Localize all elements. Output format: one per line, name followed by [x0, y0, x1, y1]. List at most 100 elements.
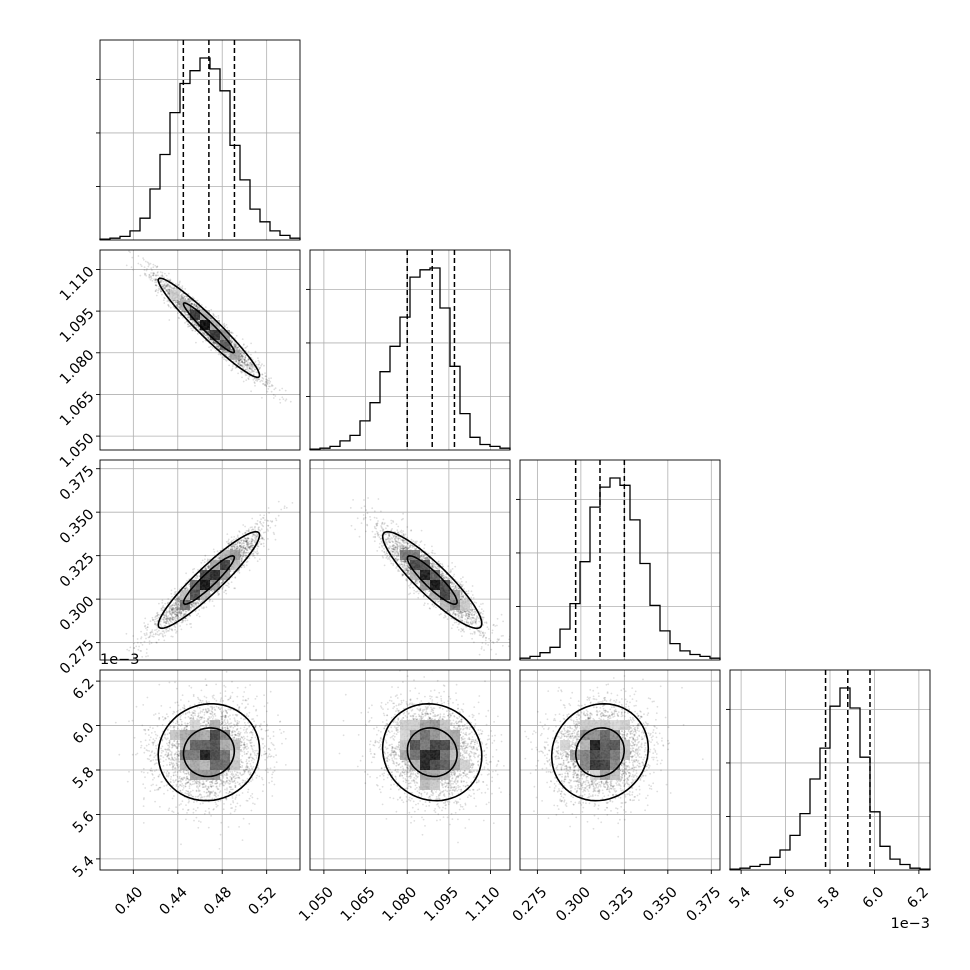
sample-point — [233, 344, 236, 346]
sample-point — [216, 343, 218, 346]
sample-point — [183, 310, 186, 313]
sample-point — [191, 322, 194, 324]
sample-point — [175, 599, 177, 602]
sample-point — [252, 534, 255, 537]
sample-point — [245, 551, 248, 554]
sample-point — [217, 315, 220, 317]
sample-point — [248, 545, 251, 548]
sample-point — [254, 368, 257, 371]
sample-point — [198, 307, 201, 310]
sample-point — [224, 351, 227, 353]
sample-point — [242, 546, 245, 549]
sample-point — [149, 278, 152, 281]
sample-point — [150, 275, 152, 278]
sample-point — [263, 364, 265, 367]
sample-point — [241, 351, 244, 353]
sample-point — [180, 297, 183, 300]
sample-point — [166, 300, 169, 303]
sample-point — [154, 290, 157, 293]
sample-point — [207, 330, 210, 333]
sample-point — [157, 638, 160, 641]
sample-point — [208, 331, 211, 334]
sample-point — [235, 547, 238, 550]
sample-point — [170, 618, 173, 621]
sample-point — [257, 528, 260, 531]
sample-point — [175, 608, 178, 610]
sample-point — [253, 382, 256, 385]
sample-point — [269, 520, 272, 522]
sample-point — [176, 302, 179, 305]
sample-point — [187, 588, 189, 591]
sample-point — [162, 285, 165, 288]
sample-point — [177, 599, 180, 602]
sample-point — [244, 374, 247, 377]
sample-point — [163, 614, 166, 617]
sample-point — [163, 620, 165, 623]
sample-point — [285, 398, 288, 401]
sample-point — [149, 634, 152, 636]
sample-point — [216, 345, 219, 348]
sample-point — [178, 300, 181, 303]
sample-point — [190, 303, 193, 306]
sample-point — [240, 358, 242, 361]
sample-point — [167, 284, 170, 287]
sample-point — [238, 365, 241, 367]
sample-point — [239, 358, 242, 361]
sample-point — [146, 261, 149, 264]
sample-point — [190, 308, 193, 311]
sample-point — [195, 602, 198, 605]
sample-point — [225, 584, 228, 587]
sample-point — [240, 545, 243, 548]
sample-point — [266, 379, 269, 382]
sample-point — [177, 303, 180, 305]
sample-point — [189, 298, 192, 301]
sample-point — [165, 618, 168, 621]
sample-point — [249, 364, 252, 367]
sample-point — [190, 302, 193, 305]
sample-point — [149, 635, 151, 638]
sample-point — [175, 613, 178, 616]
sample-point — [206, 330, 209, 333]
sample-point — [203, 332, 205, 334]
sample-point — [241, 365, 243, 368]
sample-point — [213, 315, 216, 318]
sample-point — [175, 604, 178, 606]
sample-point — [197, 569, 199, 571]
sample-point — [137, 262, 140, 265]
sample-point — [238, 363, 241, 365]
sample-point — [165, 285, 168, 288]
sample-point — [177, 603, 180, 606]
sample-point — [192, 571, 195, 574]
sample-point — [204, 334, 207, 336]
sample-point — [186, 587, 189, 590]
sample-point — [175, 601, 178, 603]
sample-point — [231, 339, 234, 342]
sample-point — [245, 540, 247, 542]
sample-point — [217, 345, 220, 348]
sample-point — [228, 364, 231, 367]
sample-point — [251, 364, 254, 367]
sample-point — [175, 590, 177, 593]
sample-point — [247, 359, 250, 362]
sample-point — [252, 533, 255, 535]
sample-point — [202, 607, 205, 610]
sample-point — [230, 339, 232, 341]
sample-point — [183, 310, 186, 313]
sample-point — [217, 340, 220, 342]
sample-point — [242, 551, 245, 554]
sample-point — [180, 614, 182, 617]
sample-point — [198, 328, 201, 330]
sample-point — [193, 297, 195, 300]
sample-point — [254, 350, 257, 353]
sample-point — [230, 332, 233, 334]
sample-point — [174, 603, 177, 606]
sample-point — [157, 613, 160, 616]
sample-point — [161, 293, 163, 296]
sample-point — [194, 602, 197, 605]
sample-point — [161, 283, 164, 286]
sample-point — [261, 373, 264, 376]
sample-point — [266, 382, 269, 385]
sample-point — [214, 342, 217, 344]
sample-point — [174, 299, 177, 302]
sample-point — [166, 284, 168, 287]
